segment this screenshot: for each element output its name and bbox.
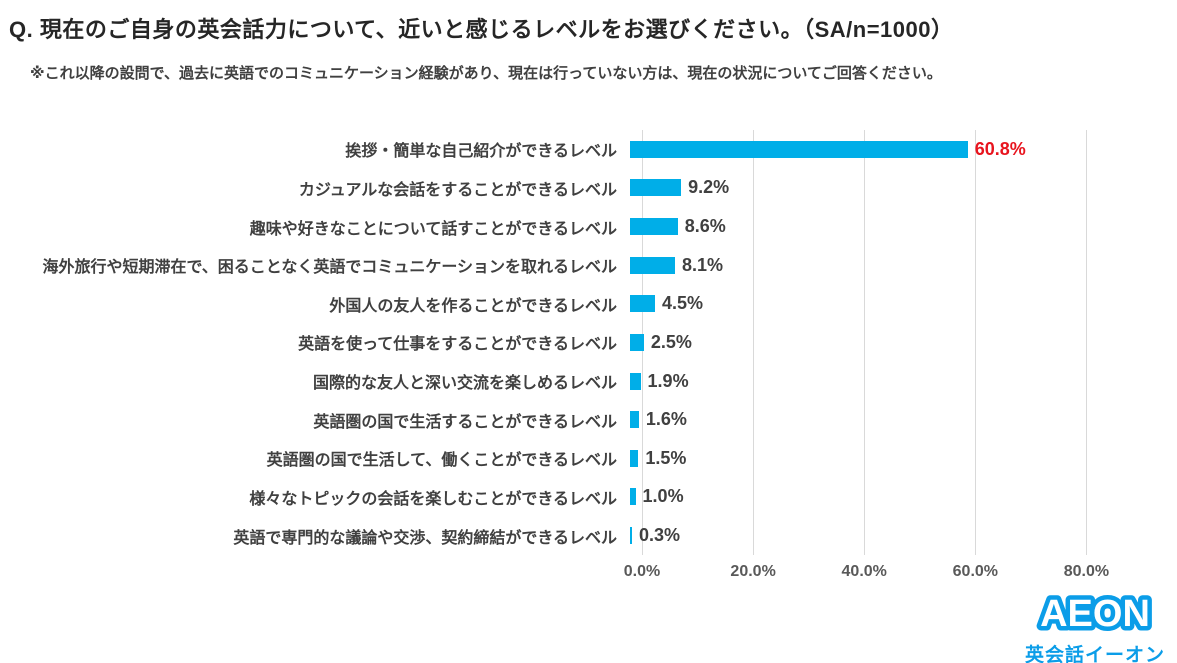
- bar: [630, 333, 644, 351]
- value-label: 8.6%: [684, 216, 726, 237]
- bar-cell: 1.5%: [630, 448, 1130, 469]
- chart-row: 英語を使って仕事をすることができるレベル 2.5%: [0, 323, 1177, 362]
- x-tick-label: 20.0%: [730, 563, 776, 580]
- gridline: [753, 130, 755, 555]
- x-axis: 0.0% 20.0% 40.0% 60.0% 80.0%: [624, 563, 1142, 587]
- bar: [630, 295, 655, 313]
- value-label: 0.3%: [639, 525, 681, 546]
- x-tick-label: 80.0%: [1063, 563, 1110, 580]
- bar-cell: 0.3%: [630, 525, 1130, 546]
- bar-cell: 60.8%: [630, 139, 1130, 160]
- value-label: 4.5%: [662, 293, 704, 314]
- chart-row: 英語で専門的な議論や交渉、契約締結ができるレベル 0.3%: [0, 516, 1177, 555]
- value-label: 1.9%: [647, 370, 689, 391]
- bar-cell: 8.1%: [630, 255, 1130, 276]
- bar: [630, 527, 632, 545]
- value-label: 8.1%: [682, 254, 724, 275]
- bar: [630, 140, 968, 158]
- value-label: 2.5%: [650, 331, 692, 352]
- value-label: 1.6%: [645, 409, 687, 430]
- category-label: 国際的な友人と深い交流を楽しめるレベル: [312, 375, 617, 393]
- bar: [630, 449, 639, 467]
- value-label: 1.5%: [645, 447, 687, 468]
- page-title: Q. 現在のご自身の英会話力について、近いと感じるレベルをお選びください。（SA…: [9, 17, 954, 42]
- category-label: 英語圏の国で生活することができるレベル: [313, 413, 617, 431]
- bar-cell: 2.5%: [630, 332, 1130, 353]
- bar-cell: 9.2%: [630, 177, 1130, 198]
- chart-row: 海外旅行や短期滞在で、困ることなく英語でコミュニケーションを取れるレベル 8.1%: [0, 246, 1177, 285]
- bar: [630, 256, 675, 274]
- chart-row: 国際的な友人と深い交流を楽しめるレベル 1.9%: [0, 362, 1177, 401]
- chart-row: 英語圏の国で生活して、働くことができるレベル 1.5%: [0, 439, 1177, 478]
- gridline: [975, 130, 977, 555]
- category-label: 趣味や好きなことについて話すことができるレベル: [249, 220, 617, 238]
- bar: [630, 372, 641, 390]
- category-label: 英語圏の国で生活して、働くことができるレベル: [266, 452, 617, 470]
- value-label: 9.2%: [688, 177, 730, 198]
- bar-chart: 挨拶・簡単な自己紹介ができるレベル 60.8% カジュアルな会話をすることができるレ…: [0, 130, 1177, 555]
- aeon-logo-mark: AEON: [1036, 589, 1155, 640]
- bar: [630, 411, 639, 429]
- bar-cell: 4.5%: [630, 293, 1130, 314]
- bar-cell: 1.6%: [630, 409, 1130, 430]
- bar-cell: 1.9%: [630, 371, 1130, 392]
- category-label: 挨拶・簡単な自己紹介ができるレベル: [345, 143, 617, 161]
- category-label: 英語で専門的な議論や交渉、契約締結ができるレベル: [233, 529, 617, 547]
- bar: [630, 488, 636, 506]
- value-label: 60.8%: [974, 138, 1026, 159]
- survey-note: ※これ以降の設問で、過去に英語でのコミュニケーション経験があり、現在は行っていな…: [30, 65, 942, 82]
- chart-row: 外国人の友人を作ることができるレベル 4.5%: [0, 285, 1177, 324]
- bar: [630, 218, 678, 236]
- gridline: [1086, 130, 1088, 555]
- aeon-logo-text: AEON: [1040, 593, 1150, 635]
- x-tick-label: 0.0%: [623, 563, 661, 580]
- chart-row: 趣味や好きなことについて話すことができるレベル 8.6%: [0, 207, 1177, 246]
- chart-row: 挨拶・簡単な自己紹介ができるレベル 60.8%: [0, 130, 1177, 169]
- gridline: [864, 130, 866, 555]
- x-tick-label: 60.0%: [952, 563, 999, 580]
- category-label: 外国人の友人を作ることができるレベル: [329, 297, 617, 315]
- aeon-logo-subtitle: 英会話イーオン: [1024, 645, 1165, 663]
- category-label: カジュアルな会話をすることができるレベル: [298, 181, 617, 199]
- x-tick-label: 40.0%: [841, 563, 887, 580]
- category-label: 海外旅行や短期滞在で、困ることなく英語でコミュニケーションを取れるレベル: [42, 259, 617, 277]
- chart-row: カジュアルな会話をすることができるレベル 9.2%: [0, 169, 1177, 208]
- bar: [630, 179, 682, 197]
- category-label: 様々なトピックの会話を楽しむことができるレベル: [249, 490, 617, 508]
- bar-cell: 8.6%: [630, 216, 1130, 237]
- aeon-logo: AEON 英会話イーオン: [1025, 586, 1165, 663]
- chart-rows: 挨拶・簡単な自己紹介ができるレベル 60.8% カジュアルな会話をすることができるレ…: [0, 130, 1177, 555]
- bar-cell: 1.0%: [630, 486, 1130, 507]
- value-label: 1.0%: [642, 486, 684, 507]
- chart-row: 様々なトピックの会話を楽しむことができるレベル 1.0%: [0, 478, 1177, 517]
- chart-row: 英語圏の国で生活することができるレベル 1.6%: [0, 400, 1177, 439]
- category-label: 英語を使って仕事をすることができるレベル: [298, 336, 617, 354]
